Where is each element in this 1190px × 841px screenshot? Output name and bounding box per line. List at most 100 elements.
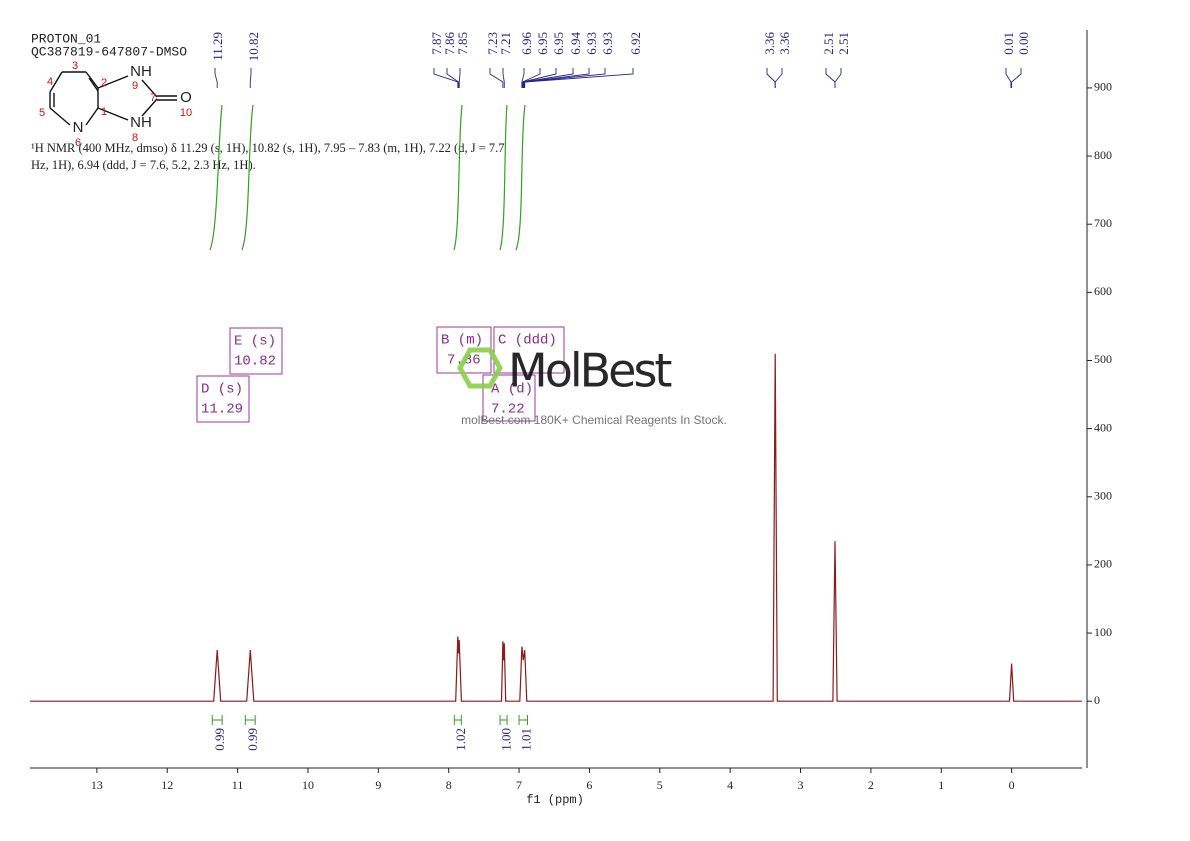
- multiplet-name: A (d): [491, 382, 533, 398]
- peak-connector: [433, 68, 459, 88]
- bond: [97, 107, 129, 121]
- integral-curve: [453, 104, 463, 251]
- peak-connector: [249, 68, 252, 88]
- multiplet-name: B (m): [441, 333, 483, 349]
- peak-connector: [1011, 68, 1022, 88]
- peak-connector: [446, 68, 459, 88]
- peak-label: 7.21: [498, 32, 513, 55]
- integral-label: 0.99: [245, 728, 260, 751]
- peak-connector: [834, 68, 842, 88]
- x-tick-label: 6: [586, 778, 592, 792]
- peak-connector: [521, 68, 525, 88]
- experiment-name: PROTON_01: [31, 31, 101, 46]
- y-tick-label: 900: [1094, 80, 1112, 94]
- y-tick-label: 0: [1094, 693, 1100, 707]
- watermark: MolBest molBest.com 180K+ Chemical Reage…: [457, 344, 727, 427]
- peak-label: 7.87: [429, 32, 444, 55]
- integral-label: 0.99: [212, 728, 227, 751]
- atom-number: 2: [101, 77, 107, 89]
- x-tick-label: 13: [91, 778, 103, 792]
- atom-number: 7: [150, 92, 156, 104]
- peak-connector: [523, 68, 606, 88]
- x-tick-label: 11: [232, 778, 244, 792]
- x-tick-label: 3: [798, 778, 804, 792]
- peak-label: 6.92: [628, 32, 643, 55]
- x-tick-label: 10: [302, 778, 314, 792]
- atom-number: 3: [72, 60, 78, 72]
- multiplet-shift: 7.22: [491, 402, 525, 418]
- atom-label: N: [73, 119, 84, 136]
- atom-label: O: [180, 89, 192, 106]
- multiplet-box: [482, 374, 536, 422]
- y-tick-label: 300: [1094, 489, 1112, 503]
- peak-label: 3.36: [777, 32, 792, 55]
- peak-connector: [522, 68, 557, 88]
- peak-connector: [766, 68, 776, 88]
- structure: [49, 71, 177, 126]
- peak-label: 11.29: [210, 32, 225, 61]
- x-tick-label: 12: [161, 778, 173, 792]
- atom-number: 5: [39, 107, 45, 119]
- peak-label: 6.93: [584, 32, 599, 55]
- bond: [85, 107, 99, 126]
- multiplet-name: E (s): [234, 334, 276, 350]
- bond: [97, 75, 129, 89]
- peak-label: 7.86: [442, 32, 457, 55]
- atom-number: 4: [47, 76, 53, 88]
- watermark-tagline: molBest.com 180K+ Chemical Reagents In S…: [461, 413, 727, 427]
- peak-label: 2.51: [821, 32, 836, 55]
- peak-label: 7.23: [485, 32, 500, 55]
- integral-curves: [209, 104, 526, 251]
- atom-number: 8: [132, 132, 138, 144]
- peak-connector: [1005, 68, 1012, 88]
- atom-label: NH: [130, 114, 152, 131]
- watermark-brand: MolBest: [508, 344, 671, 398]
- x-tick-label: 8: [446, 778, 452, 792]
- integral-bracket: [499, 715, 508, 725]
- bond: [141, 98, 158, 117]
- peak-label: 10.82: [246, 32, 261, 61]
- peak-label: 2.51: [836, 32, 851, 55]
- integral-curve: [515, 104, 526, 251]
- integral-label: 1.01: [518, 728, 533, 751]
- peak-connector: [825, 68, 836, 88]
- integral-label: 1.00: [499, 728, 514, 751]
- peak-label: 6.94: [568, 32, 583, 55]
- y-tick-label: 600: [1094, 284, 1112, 298]
- peak-connector: [458, 68, 461, 88]
- peak-connector: [524, 68, 634, 88]
- x-tick-label: 0: [1009, 778, 1015, 792]
- bond: [49, 71, 63, 93]
- multiplet-shift: 10.82: [234, 354, 276, 370]
- peak-connector: [774, 68, 783, 88]
- peak-connector: [489, 68, 504, 88]
- peak-label: 0.00: [1016, 32, 1031, 55]
- x-tick-label: 7: [516, 778, 522, 792]
- bond: [85, 71, 99, 89]
- bond: [141, 79, 158, 98]
- integral-bracket: [518, 715, 529, 725]
- integral-bracket: [211, 715, 223, 725]
- peak-label: 3.36: [762, 32, 777, 55]
- atom-number: 10: [180, 107, 192, 119]
- bond: [49, 107, 71, 126]
- y-tick-label: 800: [1094, 148, 1112, 162]
- integral-bracket: [453, 715, 462, 725]
- integral-curve: [209, 104, 223, 251]
- integral-curve: [499, 104, 508, 251]
- multiplet-box: [196, 375, 250, 423]
- nmr-description: ¹H NMR (400 MHz, dmso) δ 11.29 (s, 1H), …: [31, 141, 505, 155]
- peak-label: 7.85: [455, 32, 470, 55]
- spectrum-line: [30, 353, 1082, 702]
- multiplet-name: D (s): [201, 382, 243, 398]
- y-tick-label: 100: [1094, 625, 1112, 639]
- bond: [88, 77, 99, 92]
- atom-number: 1: [101, 106, 107, 118]
- x-axis-label: f1 (ppm): [526, 793, 584, 807]
- x-tick-label: 2: [868, 778, 874, 792]
- y-tick-label: 400: [1094, 420, 1112, 434]
- atom-number: 6: [75, 137, 81, 149]
- multiplet-name: C (ddd): [498, 333, 557, 349]
- integral-bracket: [244, 715, 256, 725]
